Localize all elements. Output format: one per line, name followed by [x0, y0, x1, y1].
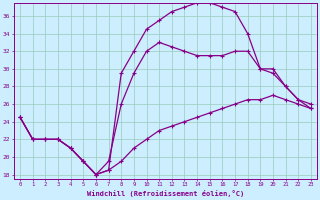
X-axis label: Windchill (Refroidissement éolien,°C): Windchill (Refroidissement éolien,°C)	[87, 190, 244, 197]
